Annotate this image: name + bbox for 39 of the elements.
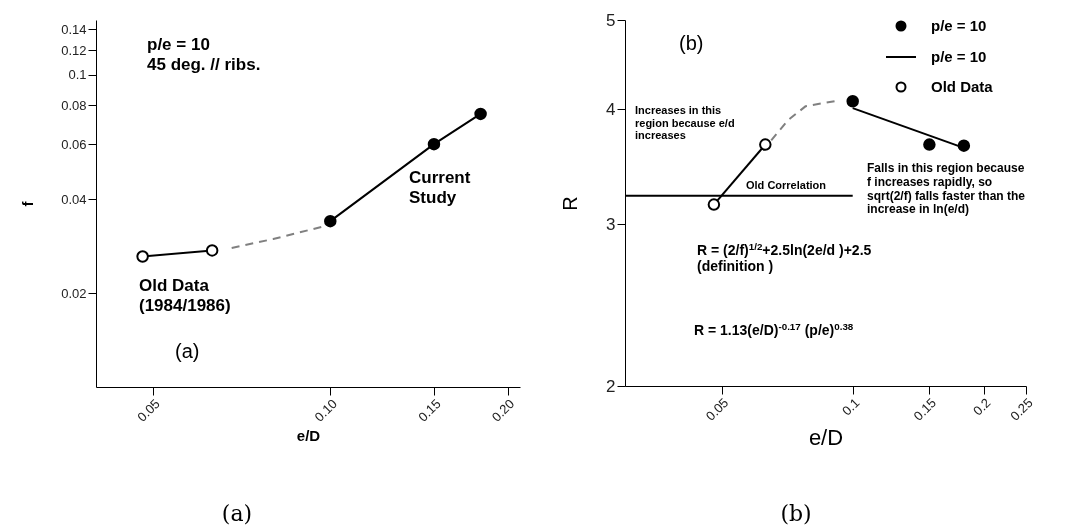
annotation: Falls in this region because f increases rapidly, so sqrt(2/f) falls faster than the increase in ln(e/d) — [867, 161, 1026, 217]
annotation: Old Correlation — [746, 179, 827, 191]
y-tick-label: 4 — [606, 99, 616, 119]
y-tick-label: 0.02 — [61, 285, 87, 301]
x-axis-title: e/D — [296, 426, 321, 444]
y-tick-label: 0.1 — [68, 67, 87, 83]
y-tick-label: 0.06 — [61, 136, 87, 152]
annotation: Old Data (1984/1986) — [139, 276, 231, 315]
annotation: R = (2/f)$^{1/2}$+2.5ln(2e/d )+2.5 (definition ) — [697, 240, 872, 275]
x-tick-label: 0.2 — [970, 395, 994, 419]
x-tick-label: 0.05 — [134, 396, 163, 425]
y-axis-title: f — [19, 200, 37, 207]
legend-label: p/e = 10 — [931, 48, 987, 65]
x-tick-label: 0.15 — [415, 396, 444, 425]
annotation: (a) — [175, 340, 200, 362]
x-tick-label: 0.05 — [702, 395, 732, 424]
y-tick-label: 0.12 — [61, 42, 87, 58]
x-tick-label: 0.10 — [311, 396, 340, 425]
y-tick-label: 0.14 — [61, 21, 87, 37]
annotation: Current Study — [409, 168, 471, 207]
annotation: p/e = 10 45 deg. // ribs. — [147, 35, 261, 74]
x-tick-label: 0.25 — [1007, 395, 1036, 424]
y-tick-label: 2 — [606, 376, 616, 396]
text: (b) — [780, 501, 812, 526]
x-tick-label: 0.20 — [488, 396, 518, 425]
annotation: Increases in this region because e/d increases — [635, 104, 735, 142]
legend-label: p/e = 10 — [931, 17, 987, 34]
text: (a) — [221, 501, 253, 526]
annotation: (b) — [679, 32, 704, 54]
y-axis-title: R — [559, 196, 582, 211]
y-tick-label: 3 — [606, 214, 616, 234]
y-tick-label: 0.04 — [61, 191, 87, 207]
x-tick-label: 0.1 — [839, 395, 863, 419]
x-axis-title: e/D — [808, 424, 844, 450]
legend-label: Old Data — [931, 78, 994, 95]
y-tick-label: 5 — [606, 10, 616, 30]
x-tick-label: 0.15 — [910, 395, 940, 424]
annotation: R = 1.13(e/D)$^{-0.17}$ (p/e)$^{0.38}$ — [694, 320, 854, 338]
y-tick-label: 0.08 — [61, 97, 87, 113]
